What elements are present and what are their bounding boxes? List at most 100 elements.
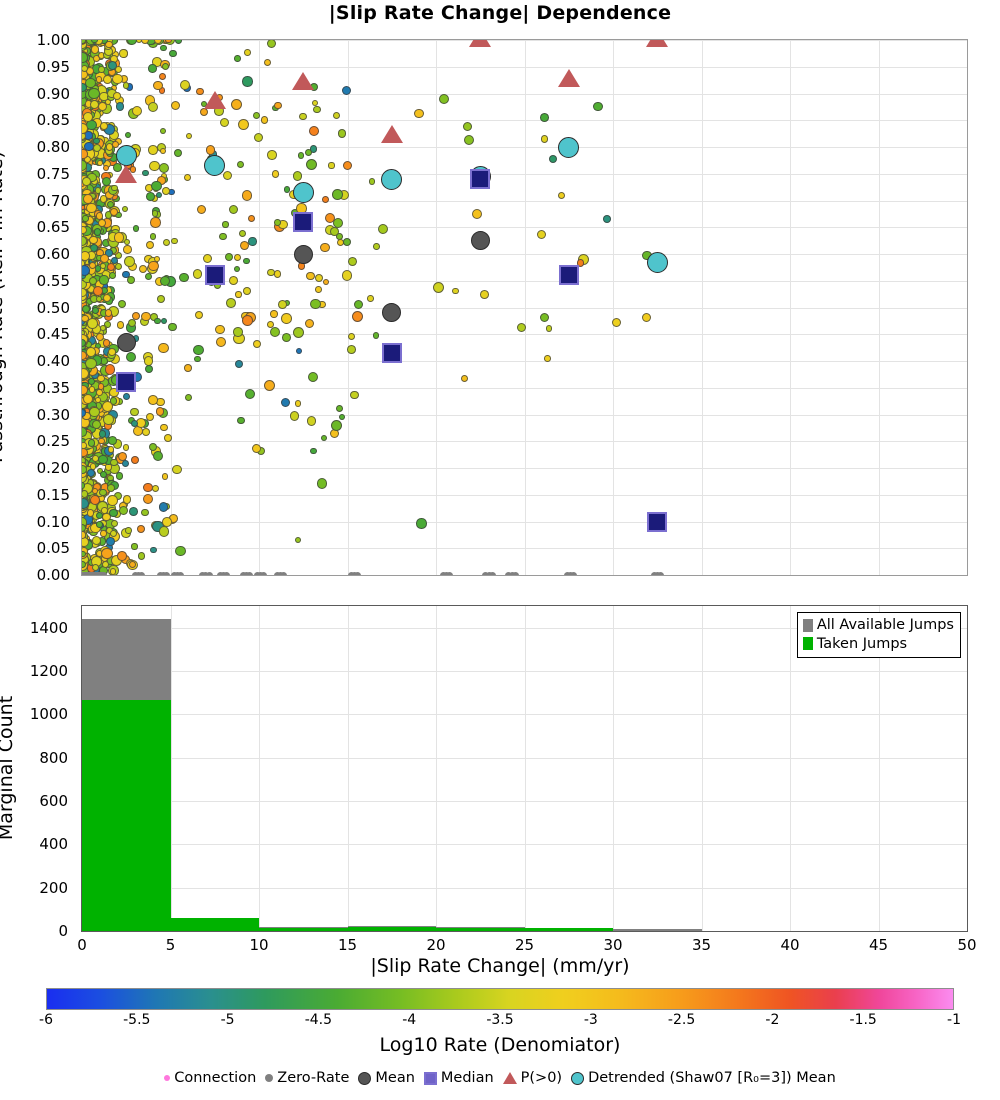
scatter-point	[280, 312, 292, 324]
scatter-y-tick: 0.95	[36, 57, 70, 76]
scatter-y-tick: 0.75	[36, 164, 70, 183]
scatter-gridline-h	[82, 388, 967, 389]
colorbar-tick: -3	[583, 1012, 598, 1028]
scatter-point	[229, 276, 238, 285]
detrended-mean-marker	[558, 136, 580, 158]
mean-marker	[382, 303, 402, 323]
scatter-point	[130, 408, 139, 417]
scatter-gridline-h	[82, 522, 967, 523]
scatter-point	[320, 435, 327, 442]
scatter-gridline-h	[82, 415, 967, 416]
median-marker	[293, 211, 314, 232]
colorbar-tick: -1.5	[849, 1012, 877, 1028]
scatter-point	[238, 118, 249, 130]
scatter-y-tick: 0.25	[36, 432, 70, 451]
histogram-y-tick: 1400	[29, 618, 68, 637]
scatter-y-tick: 0.70	[36, 191, 70, 210]
scatter-gridline-h	[82, 227, 967, 228]
scatter-point	[122, 82, 130, 90]
scatter-point	[283, 186, 291, 193]
median-marker	[116, 372, 137, 393]
colorbar-label: Log10 Rate (Denomiator)	[379, 1034, 621, 1056]
median-marker	[647, 511, 668, 532]
scatter-point	[170, 100, 181, 110]
histogram-y-tick: 800	[39, 748, 68, 767]
scatter-y-tick: 1.00	[36, 31, 70, 49]
scatter-point	[266, 40, 276, 49]
detrended-mean-marker	[292, 181, 314, 203]
scatter-point	[280, 398, 290, 408]
histogram-bar-taken	[347, 926, 436, 931]
detrended-mean-marker	[115, 144, 137, 166]
scatter-point	[145, 413, 154, 422]
histogram-y-tick: 400	[39, 835, 68, 854]
histogram-y-tick: 1200	[29, 662, 68, 680]
histogram-x-tick: 5	[165, 936, 176, 954]
colorbar-tick: -5.5	[123, 1012, 151, 1028]
scatter-gridline-h	[82, 361, 967, 362]
scatter-gridline-v	[525, 40, 526, 575]
scatter-point	[133, 225, 140, 232]
histogram-x-tick: 40	[780, 936, 800, 954]
histogram-y-tick: 600	[39, 792, 68, 810]
scatter-point	[146, 192, 155, 201]
scatter-point	[141, 508, 149, 517]
scatter-point	[243, 257, 250, 265]
scatter-gridline-v	[259, 40, 260, 575]
colorbar-tick: -3.5	[486, 1012, 514, 1028]
colorbar-tick: -1	[947, 1012, 961, 1028]
scatter-connection-points	[82, 40, 967, 575]
scatter-point	[264, 380, 276, 392]
scatter-gridline-h	[82, 174, 967, 175]
scatter-point	[150, 546, 157, 554]
scatter-gridline-h	[82, 308, 967, 309]
scatter-point	[278, 300, 288, 310]
colorbar-tick: -2	[765, 1012, 780, 1028]
mean-marker	[116, 332, 136, 352]
scatter-point	[114, 251, 123, 260]
detrended-mean-icon	[571, 1071, 585, 1085]
median-marker	[558, 265, 579, 286]
scatter-gridline-h	[82, 468, 967, 469]
marker-legend-item-p-gt-0: P(>0)	[502, 1070, 563, 1086]
colorbar-tick: -2.5	[667, 1012, 696, 1028]
scatter-point	[242, 76, 253, 87]
scatter-y-tick: 0.00	[36, 566, 70, 584]
marker-legend: Connection Zero-Rate Mean Median P(>0) Detren…	[0, 1070, 1000, 1086]
scatter-point	[612, 317, 622, 328]
scatter-point	[155, 192, 162, 199]
scatter-gridline-h	[82, 147, 967, 148]
median-icon	[423, 1071, 437, 1085]
scatter-y-tick: 0.40	[36, 352, 70, 370]
scatter-point	[168, 323, 177, 332]
scatter-point	[416, 518, 427, 529]
scatter-point	[305, 318, 315, 328]
median-marker	[204, 265, 225, 286]
scatter-point	[517, 323, 527, 333]
scatter-point	[295, 348, 302, 355]
scatter-gridline-h	[82, 495, 967, 496]
marker-legend-label: P(>0)	[520, 1070, 563, 1086]
p-gt-0-marker	[115, 165, 138, 184]
scatter-y-tick: 0.85	[36, 111, 70, 130]
scatter-point	[328, 162, 335, 169]
marker-legend-item-connection: Connection	[164, 1070, 256, 1086]
legend-label-all-available-jumps: All Available Jumps	[816, 617, 954, 633]
scatter-point	[248, 237, 257, 246]
scatter-y-tick: 0.30	[36, 405, 70, 424]
scatter-point	[234, 266, 241, 273]
scatter-y-tick: 0.55	[36, 271, 70, 290]
scatter-point	[173, 148, 182, 157]
scatter-gridline-h	[82, 120, 967, 121]
p-gt-0-marker	[646, 40, 669, 47]
scatter-point	[158, 502, 169, 512]
zero-rate-icon	[265, 1074, 274, 1082]
p-gt-0-marker	[203, 90, 226, 109]
p-gt-0-icon	[502, 1072, 517, 1084]
scatter-y-tick: 0.15	[36, 485, 70, 504]
histogram-bar-taken	[259, 927, 348, 931]
scatter-point	[122, 270, 130, 278]
scatter-gridline-h	[82, 67, 967, 68]
colorbar-tick: -5	[220, 1012, 235, 1028]
